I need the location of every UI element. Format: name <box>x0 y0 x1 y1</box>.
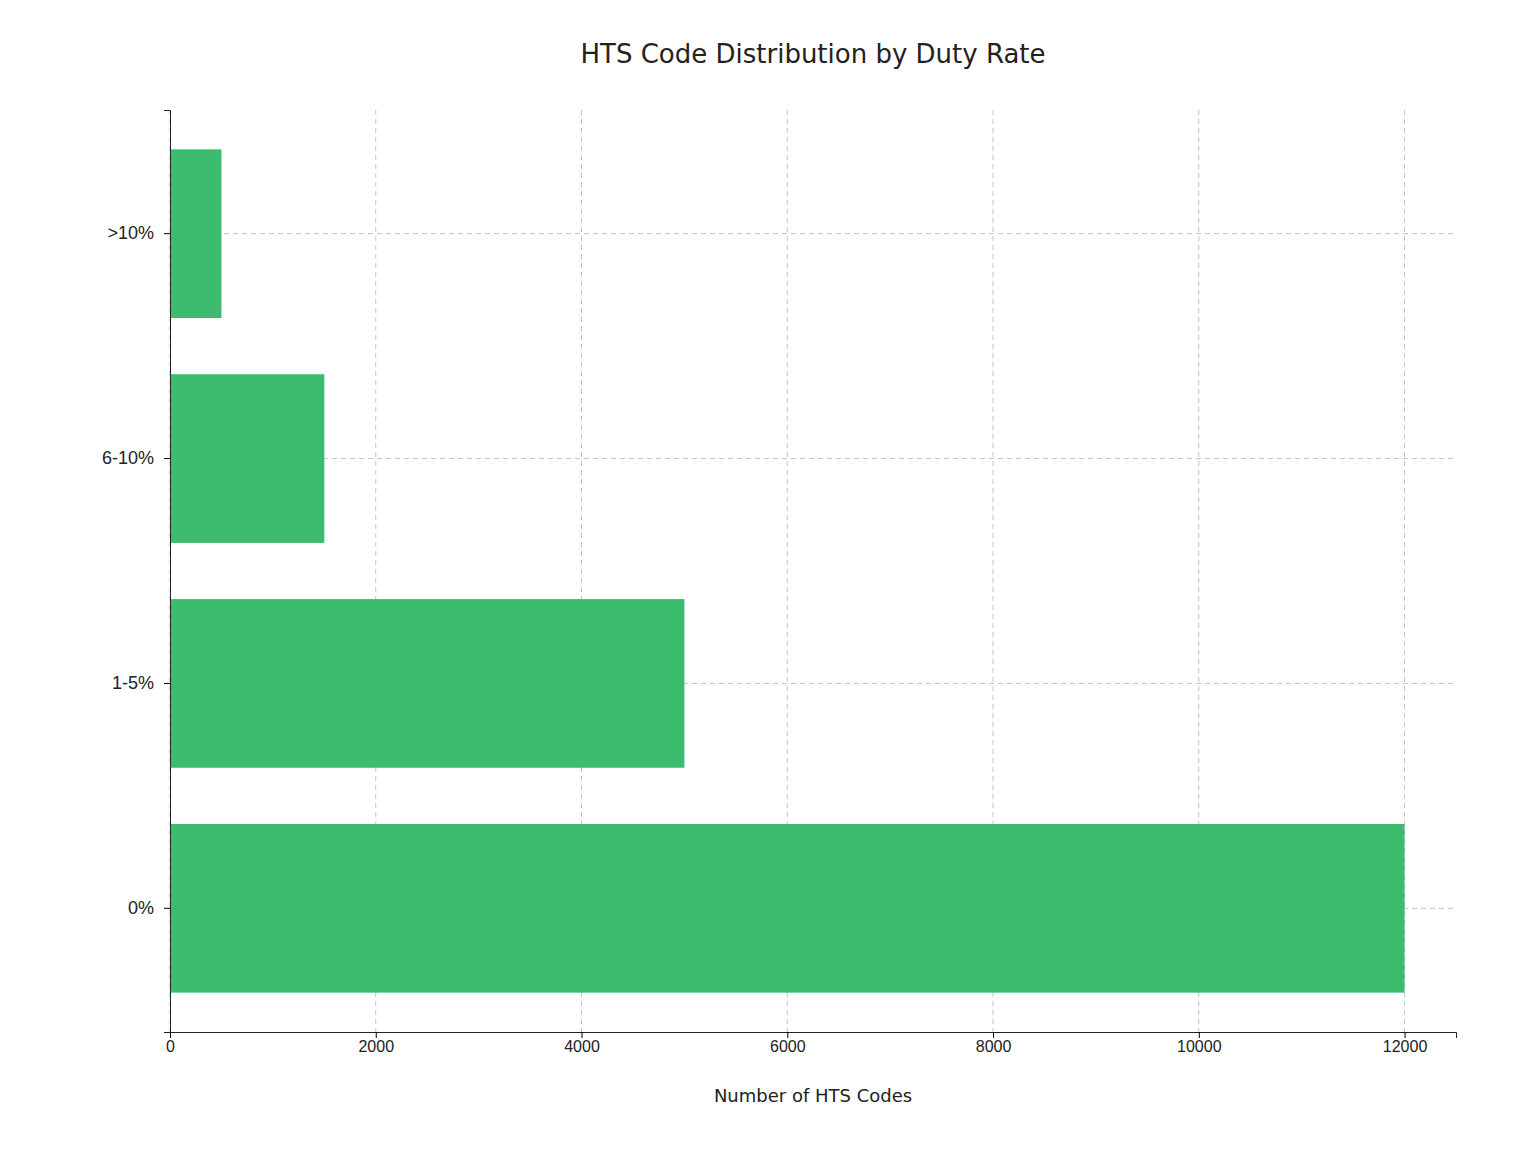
x-tick-mark <box>1199 1032 1200 1038</box>
x-tick: 4000 <box>564 1032 600 1055</box>
plot-area: 0 2000 4000 6000 8000 10000 12000 0% 1-5% 6-10% >1… <box>102 110 1457 1055</box>
y-axis: 0% 1-5% 6-10% >10% <box>102 111 171 1033</box>
grid <box>170 110 1456 1032</box>
y-axis-line <box>164 111 171 1033</box>
y-tick: 1-5% <box>112 673 170 693</box>
x-axis-line <box>171 1033 1457 1039</box>
x-tick-label: 12000 <box>1383 1038 1428 1055</box>
x-tick: 2000 <box>358 1032 394 1055</box>
y-tick-label: 6-10% <box>102 448 154 468</box>
x-tick-label: 0 <box>166 1038 175 1055</box>
grid-line <box>170 233 1456 234</box>
grid-line <box>170 458 1456 459</box>
y-tick-mark <box>164 458 170 459</box>
y-tick-label: 0% <box>128 898 154 918</box>
bars <box>170 149 1405 992</box>
y-tick-mark <box>164 233 170 234</box>
x-axis-title: Number of HTS Codes <box>714 1085 912 1106</box>
x-tick-mark <box>582 1032 583 1038</box>
chart-svg: 0 2000 4000 6000 8000 10000 12000 0% 1-5% 6-10% >1… <box>0 0 1536 1152</box>
bar <box>170 149 221 318</box>
x-tick: 0 <box>166 1032 175 1055</box>
x-tick-mark <box>376 1032 377 1038</box>
x-tick: 6000 <box>770 1032 806 1055</box>
x-tick-label: 8000 <box>976 1038 1012 1055</box>
x-tick: 12000 <box>1383 1032 1428 1055</box>
x-tick-mark <box>787 1032 788 1038</box>
x-tick: 10000 <box>1177 1032 1222 1055</box>
x-tick-mark <box>993 1032 994 1038</box>
x-axis: 0 2000 4000 6000 8000 10000 12000 <box>166 1032 1456 1055</box>
x-tick-label: 6000 <box>770 1038 806 1055</box>
y-tick-mark <box>164 683 170 684</box>
y-tick-label: >10% <box>107 223 154 243</box>
bar <box>170 824 1405 993</box>
y-tick: 6-10% <box>102 448 170 468</box>
y-tick-label: 1-5% <box>112 673 154 693</box>
bar <box>170 374 324 543</box>
y-tick-mark <box>164 908 170 909</box>
y-tick: 0% <box>128 898 170 918</box>
x-tick-label: 4000 <box>564 1038 600 1055</box>
x-tick: 8000 <box>976 1032 1012 1055</box>
title: HTS Code Distribution by Duty Rate <box>580 39 1045 69</box>
bar <box>170 599 684 768</box>
x-tick-mark <box>1405 1032 1406 1038</box>
x-tick-label: 2000 <box>358 1038 394 1055</box>
x-tick-label: 10000 <box>1177 1038 1222 1055</box>
y-tick: >10% <box>107 223 170 243</box>
